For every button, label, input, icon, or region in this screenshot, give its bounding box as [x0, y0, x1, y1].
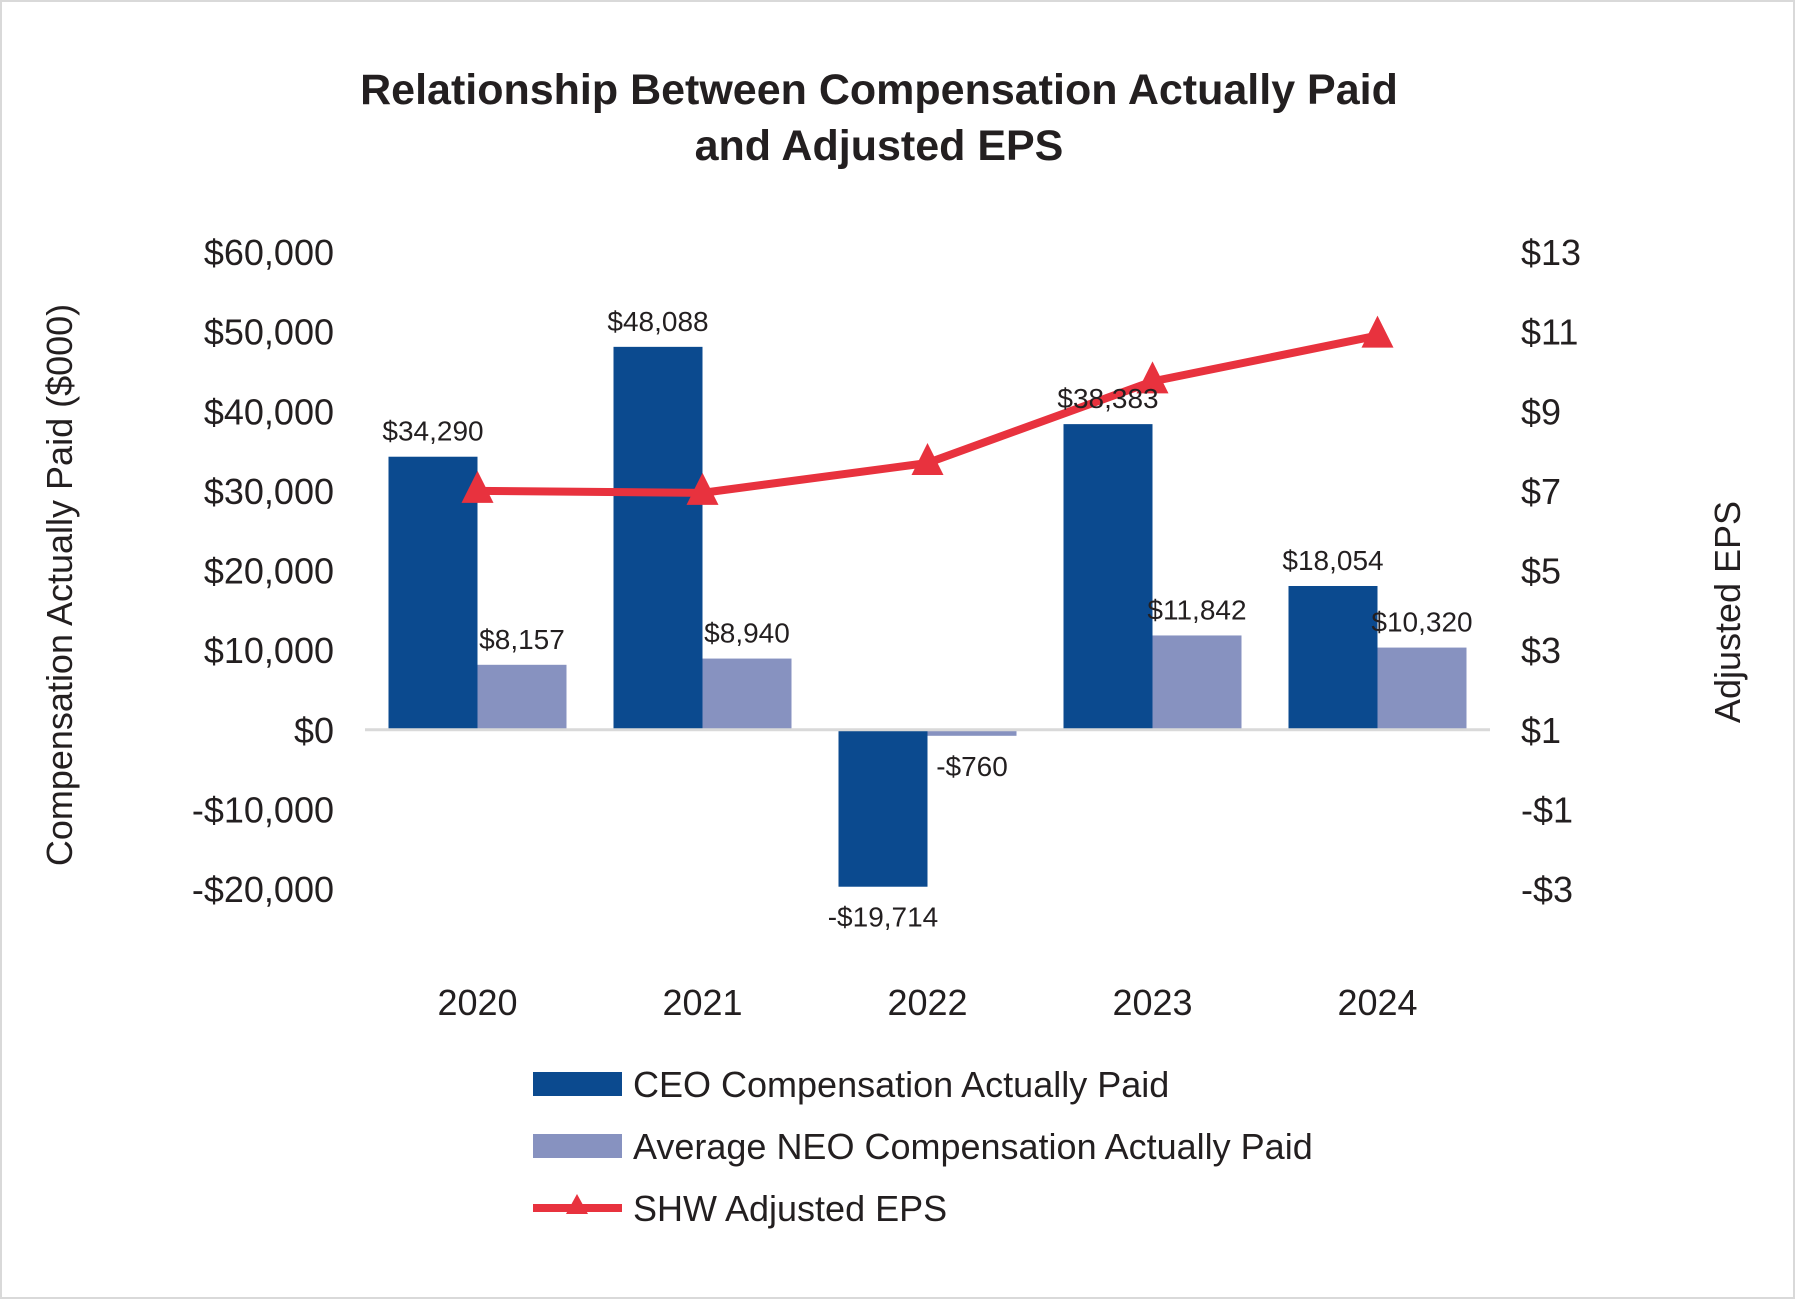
y-right-tick-label: $5: [1521, 551, 1561, 592]
legend-item-shw-adjusted-eps: SHW Adjusted EPS: [533, 1188, 947, 1229]
y-right-tick-label: $7: [1521, 471, 1561, 512]
y-left-axis-label: Compensation Actually Paid ($000): [39, 304, 80, 866]
data-label-average-neo-compensation-actually-paid: $8,157: [479, 624, 565, 655]
x-tick-label: 2020: [437, 982, 517, 1023]
y-right-tick-label: $3: [1521, 630, 1561, 671]
legend-label: Average NEO Compensation Actually Paid: [633, 1126, 1313, 1167]
x-tick-label: 2021: [662, 982, 742, 1023]
bar-ceo-compensation-actually-paid-2021: [613, 346, 703, 730]
bar-average-neo-compensation-actually-paid-2020: [477, 664, 567, 730]
y-left-tick-label: $40,000: [204, 391, 334, 432]
data-label-average-neo-compensation-actually-paid: $8,940: [704, 618, 790, 649]
y-right-axis-title: Adjusted EPS: [1707, 501, 1748, 723]
y-left-tick-label: -$20,000: [192, 869, 334, 910]
y-right-tick-labels: $13 $11 $9 $7 $5 $3 $1 -$1 -$3: [1521, 232, 1581, 910]
legend-swatch: [533, 1134, 622, 1158]
x-tick-label: 2022: [887, 982, 967, 1023]
chart-title-line: and Adjusted EPS: [695, 122, 1064, 170]
line-marker-2024: [1361, 315, 1394, 348]
y-right-tick-label: -$3: [1521, 869, 1573, 910]
legend: CEO Compensation Actually Paid Average NE…: [533, 1064, 1313, 1229]
data-label-ceo-compensation-actually-paid: $48,088: [607, 306, 708, 337]
bar-average-neo-compensation-actually-paid-2021: [702, 658, 792, 730]
legend-label: SHW Adjusted EPS: [633, 1188, 947, 1229]
y-right-tick-label: $9: [1521, 391, 1561, 432]
line-marker-2020: [461, 470, 494, 503]
legend-item-ceo-compensation-actually-paid: CEO Compensation Actually Paid: [533, 1064, 1169, 1105]
y-left-tick-label: $50,000: [204, 312, 334, 353]
chart-title: Relationship Between Compensation Actual…: [360, 66, 1398, 170]
bar-ceo-compensation-actually-paid-2024: [1288, 585, 1378, 730]
eps-line-series: [461, 315, 1394, 505]
bars: [388, 346, 1467, 887]
legend-swatch: [533, 1072, 622, 1096]
bar-average-neo-compensation-actually-paid-2022: [927, 729, 1017, 736]
data-label-average-neo-compensation-actually-paid: $10,320: [1371, 607, 1472, 638]
bar-average-neo-compensation-actually-paid-2023: [1152, 635, 1242, 730]
bar-ceo-compensation-actually-paid-2022: [838, 729, 928, 887]
legend-label: CEO Compensation Actually Paid: [633, 1064, 1169, 1105]
y-left-axis-title: Compensation Actually Paid ($000): [39, 304, 80, 866]
y-right-tick-label: $1: [1521, 710, 1561, 751]
line-marker-2022: [911, 443, 944, 476]
y-left-tick-label: -$10,000: [192, 789, 334, 830]
y-right-tick-label: -$1: [1521, 789, 1573, 830]
y-left-tick-labels: $60,000 $50,000 $40,000 $30,000 $20,000 $10,0…: [192, 232, 334, 910]
legend-marker: [566, 1194, 588, 1214]
x-tick-label: 2024: [1337, 982, 1417, 1023]
data-label-ceo-compensation-actually-paid: -$19,714: [828, 902, 939, 933]
line-marker-2021: [686, 472, 719, 505]
data-label-ceo-compensation-actually-paid: $18,054: [1282, 545, 1383, 576]
y-left-tick-label: $30,000: [204, 471, 334, 512]
y-left-tick-label: $20,000: [204, 551, 334, 592]
y-right-tick-label: $13: [1521, 232, 1581, 273]
x-tick-label: 2023: [1112, 982, 1192, 1023]
y-left-tick-label: $0: [294, 710, 334, 751]
bar-ceo-compensation-actually-paid-2023: [1063, 424, 1153, 730]
y-left-tick-label: $10,000: [204, 630, 334, 671]
y-right-tick-label: $11: [1521, 312, 1578, 353]
data-label-average-neo-compensation-actually-paid: $11,842: [1147, 594, 1246, 625]
y-right-axis-label: Adjusted EPS: [1707, 501, 1748, 723]
data-label-ceo-compensation-actually-paid: $38,383: [1057, 383, 1158, 414]
data-labels: $34,290 $48,088 -$19,714 $38,383 $18,054 $8,1…: [382, 306, 1472, 933]
y-left-tick-label: $60,000: [204, 232, 334, 273]
line-marker-2023: [1136, 361, 1169, 394]
legend-item-average-neo-compensation-actually-paid: Average NEO Compensation Actually Paid: [533, 1126, 1313, 1167]
data-label-average-neo-compensation-actually-paid: -$760: [936, 751, 1008, 782]
bar-average-neo-compensation-actually-paid-2024: [1377, 647, 1467, 730]
x-tick-labels: 2020 2021 2022 2023 2024: [437, 982, 1417, 1023]
chart-title-line: Relationship Between Compensation Actual…: [360, 66, 1398, 114]
data-label-ceo-compensation-actually-paid: $34,290: [382, 416, 483, 447]
